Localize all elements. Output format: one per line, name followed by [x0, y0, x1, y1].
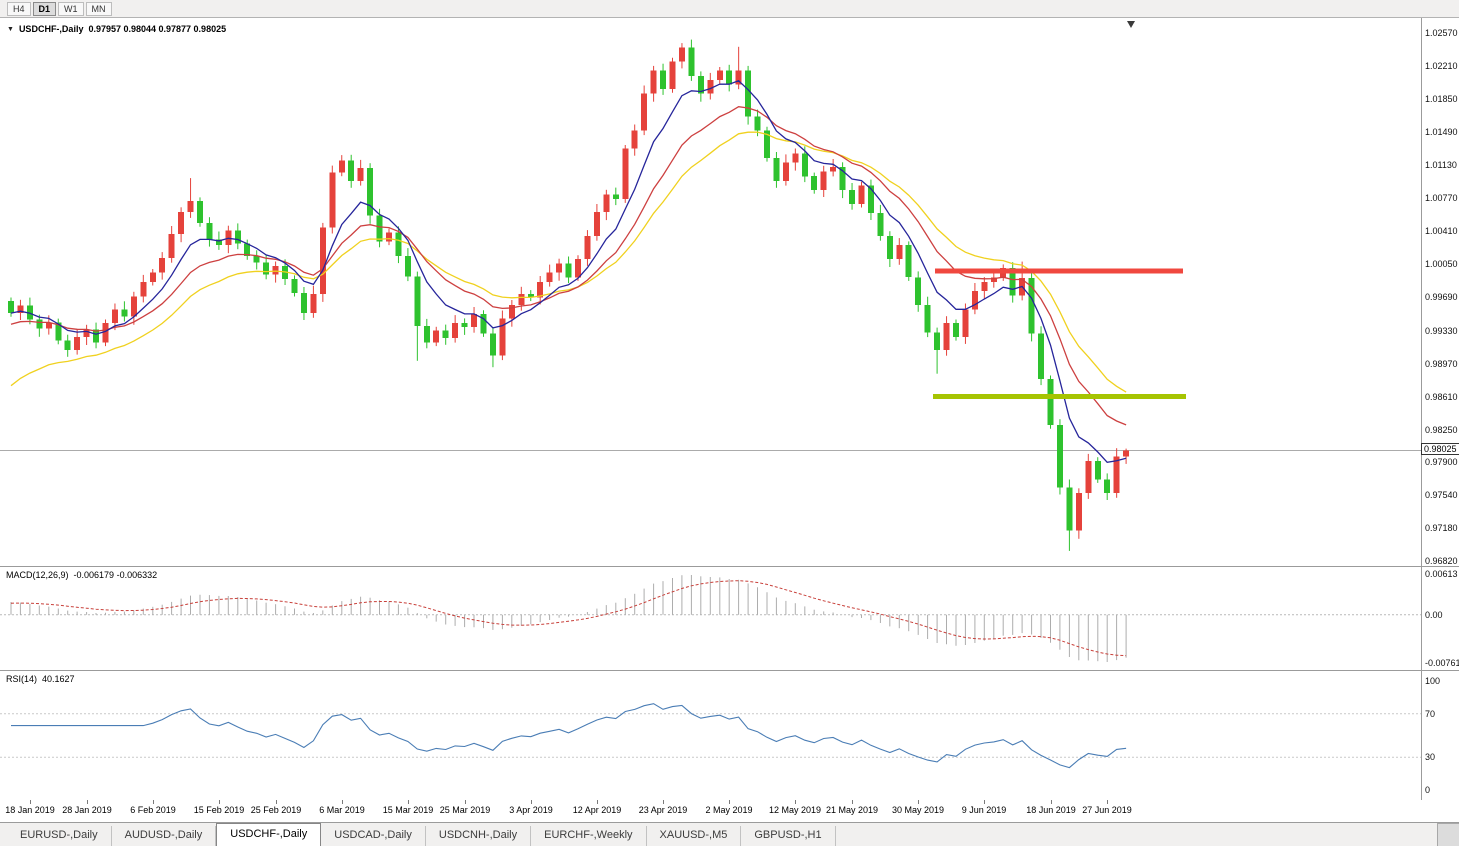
price-axis-label: 1.00050 [1425, 259, 1458, 269]
rsi-axis-label: 30 [1425, 752, 1436, 762]
price-axis-label: 0.98610 [1425, 392, 1458, 402]
time-axis-tick [276, 800, 277, 804]
time-axis[interactable]: 18 Jan 2019 28 Jan 2019 6 Feb 2019 15 Feb 2… [0, 800, 1459, 822]
price-axis-label: 0.98970 [1425, 359, 1458, 369]
price-axis-label: 0.96820 [1425, 556, 1458, 566]
time-axis-label: 12 May 2019 [768, 805, 822, 815]
time-axis-label: 18 Jan 2019 [5, 805, 55, 815]
rsi-axis-label: 100 [1425, 676, 1441, 686]
rsi-label: RSI(14) 40.1627 [6, 674, 75, 684]
time-axis-tick [153, 800, 154, 804]
time-axis-label: 6 Mar 2019 [319, 805, 365, 815]
macd-indicator-chart[interactable] [0, 567, 1421, 670]
time-axis-tick [531, 800, 532, 804]
price-axis-label: 1.01130 [1425, 160, 1457, 170]
chart-title: ▼ USDCHF-,Daily 0.97957 0.98044 0.97877 … [7, 24, 226, 34]
time-axis-tick [30, 800, 31, 804]
chart-tab-usdcnh-daily[interactable]: USDCNH-,Daily [426, 826, 532, 846]
price-axis-label: 1.02210 [1425, 61, 1458, 71]
time-axis-tick [663, 800, 664, 804]
rsi-indicator-chart[interactable] [0, 671, 1421, 800]
price-axis-label: 0.97900 [1425, 457, 1458, 467]
time-axis-tick [852, 800, 853, 804]
time-axis-label: 15 Mar 2019 [382, 805, 434, 815]
macd-axis-label: 0.00 [1425, 610, 1443, 620]
time-axis-tick [87, 800, 88, 804]
chart-tab-eurusd-daily[interactable]: EURUSD-,Daily [7, 826, 112, 846]
time-axis-label: 30 May 2019 [891, 805, 945, 815]
time-axis-label: 27 Jun 2019 [1082, 805, 1132, 815]
macd-axis-label: -0.00761 [1425, 658, 1459, 668]
timeframe-toolbar: H4 D1 W1 MN [0, 0, 1459, 18]
rsi-axis-label: 0 [1425, 785, 1431, 795]
price-axis-label: 1.00770 [1425, 193, 1458, 203]
price-axis-label: 0.98250 [1425, 425, 1458, 435]
time-axis-label: 25 Feb 2019 [250, 805, 302, 815]
chart-tab-audusd-daily[interactable]: AUDUSD-,Daily [112, 826, 217, 846]
price-axis-label: 0.99330 [1425, 326, 1458, 336]
price-axis-label: 0.97180 [1425, 523, 1458, 533]
timeframe-button-h4[interactable]: H4 [7, 1, 31, 16]
chart-tab-xauusd-m5[interactable]: XAUUSD-,M5 [647, 826, 742, 846]
chart-ohlc-values: 0.97957 0.98044 0.97877 0.98025 [88, 24, 227, 34]
timeframe-button-d1[interactable]: D1 [32, 1, 57, 16]
price-axis-label: 0.97540 [1425, 490, 1458, 500]
chart-tab-eurchf-weekly[interactable]: EURCHF-,Weekly [531, 826, 647, 846]
chart-shift-icon[interactable] [1127, 21, 1135, 28]
time-axis-tick [984, 800, 985, 804]
time-axis-label: 18 Jun 2019 [1026, 805, 1076, 815]
time-axis-tick [408, 800, 409, 804]
panel-separator[interactable] [0, 566, 1459, 567]
time-axis-tick [1107, 800, 1108, 804]
price-axis-label: 1.01850 [1425, 94, 1458, 104]
chart-symbol-period: USDCHF-,Daily [18, 24, 84, 34]
time-axis-label: 3 Apr 2019 [509, 805, 553, 815]
time-axis-tick [1051, 800, 1052, 804]
macd-axis-label: 0.00613 [1425, 569, 1458, 579]
current-price-tag: 0.98025 [1421, 443, 1459, 455]
chart-tabs: EURUSD-,Daily AUDUSD-,Daily USDCHF-,Daily U… [0, 822, 1459, 846]
time-axis-tick [597, 800, 598, 804]
time-axis-tick [729, 800, 730, 804]
time-axis-label: 23 Apr 2019 [638, 805, 688, 815]
time-axis-label: 25 Mar 2019 [439, 805, 491, 815]
timeframe-button-mn[interactable]: MN [85, 1, 112, 16]
time-axis-label: 12 Apr 2019 [572, 805, 622, 815]
symbol-dropdown-icon[interactable]: ▼ [7, 25, 14, 33]
timeframe-button-w1[interactable]: W1 [58, 1, 84, 16]
rsi-value: 40.1627 [42, 674, 75, 684]
candlestick-chart[interactable] [0, 18, 1421, 566]
chart-tab-gbpusd-h1[interactable]: GBPUSD-,H1 [741, 826, 836, 846]
time-axis-tick [918, 800, 919, 804]
rsi-name: RSI(14) [6, 674, 38, 684]
window-resize-grip[interactable] [1437, 823, 1459, 846]
macd-label: MACD(12,26,9) -0.006179 -0.006332 [6, 570, 157, 580]
time-axis-label: 2 May 2019 [705, 805, 753, 815]
price-axis[interactable]: 1.02570 1.02210 1.01850 1.01490 1.01130 1.007… [1422, 18, 1459, 822]
rsi-axis-label: 70 [1425, 709, 1436, 719]
macd-values: -0.006179 -0.006332 [73, 570, 158, 580]
chart-tab-usdchf-daily[interactable]: USDCHF-,Daily [216, 823, 322, 846]
price-axis-label: 1.01490 [1425, 127, 1458, 137]
macd-name: MACD(12,26,9) [6, 570, 69, 580]
price-axis-label: 1.02570 [1425, 28, 1458, 38]
time-axis-label: 15 Feb 2019 [193, 805, 245, 815]
price-axis-label: 0.99690 [1425, 292, 1458, 302]
time-axis-label: 28 Jan 2019 [62, 805, 112, 815]
price-axis-label: 1.00410 [1425, 226, 1458, 236]
time-axis-tick [795, 800, 796, 804]
time-axis-tick [465, 800, 466, 804]
time-axis-label: 21 May 2019 [825, 805, 879, 815]
time-axis-label: 6 Feb 2019 [130, 805, 176, 815]
time-axis-label: 9 Jun 2019 [961, 805, 1007, 815]
price-scale-border [1421, 18, 1422, 822]
panel-separator[interactable] [0, 670, 1459, 671]
time-axis-tick [219, 800, 220, 804]
chart-tab-usdcad-daily[interactable]: USDCAD-,Daily [321, 826, 426, 846]
time-axis-tick [342, 800, 343, 804]
